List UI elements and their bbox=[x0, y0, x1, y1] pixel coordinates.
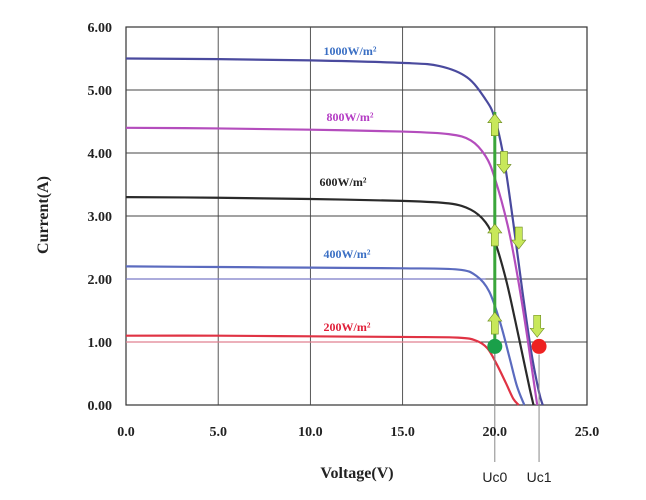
series-line bbox=[125, 265, 526, 406]
up-arrow bbox=[487, 113, 503, 136]
y-tick-label: 1.00 bbox=[88, 336, 113, 351]
series-line bbox=[125, 334, 520, 406]
y-tick-label: 0.00 bbox=[88, 399, 113, 414]
series-labels: 1000W/m² 800W/m² 600W/m² 400W/m² 200W/m² bbox=[320, 44, 377, 334]
series-label: 200W/m² bbox=[324, 320, 371, 334]
marker-label: Uc1 bbox=[527, 469, 552, 485]
tick-labels: 0.00 1.00 2.00 3.00 4.00 5.00 6.00 0.0 5.0 10.0 15… bbox=[88, 21, 600, 440]
y-tick-label: 4.00 bbox=[88, 147, 113, 162]
series-label: 400W/m² bbox=[324, 247, 371, 261]
x-tick-label: 15.0 bbox=[390, 425, 415, 440]
series-lines bbox=[125, 57, 544, 406]
x-tick-label: 0.0 bbox=[117, 425, 135, 440]
marker-dot bbox=[531, 338, 547, 354]
up-arrow bbox=[487, 223, 503, 247]
up-arrow bbox=[487, 311, 503, 335]
x-axis-title: Voltage(V) bbox=[320, 465, 393, 482]
down-arrow bbox=[496, 151, 512, 174]
series-label: 800W/m² bbox=[327, 110, 374, 124]
series-label: 600W/m² bbox=[320, 175, 367, 189]
x-tick-label: 25.0 bbox=[575, 425, 600, 440]
marker-label: Uc0 bbox=[482, 469, 507, 485]
x-tick-label: 20.0 bbox=[483, 425, 508, 440]
series-line bbox=[125, 57, 544, 406]
y-tick-label: 6.00 bbox=[88, 21, 113, 36]
marker-dot bbox=[487, 338, 503, 354]
down-arrow bbox=[511, 226, 527, 250]
x-tick-label: 5.0 bbox=[209, 425, 227, 440]
series-line bbox=[125, 196, 535, 406]
y-axis-title: Current(A) bbox=[35, 176, 52, 254]
x-tick-label: 10.0 bbox=[298, 425, 323, 440]
series-label: 1000W/m² bbox=[324, 44, 377, 58]
down-arrow bbox=[529, 314, 545, 338]
y-tick-label: 2.00 bbox=[88, 273, 113, 288]
series-line bbox=[125, 126, 539, 406]
y-tick-label: 3.00 bbox=[88, 210, 113, 225]
grid bbox=[125, 26, 588, 406]
y-tick-label: 5.00 bbox=[88, 84, 113, 99]
annotations: Uc0 Uc1 bbox=[482, 112, 552, 485]
